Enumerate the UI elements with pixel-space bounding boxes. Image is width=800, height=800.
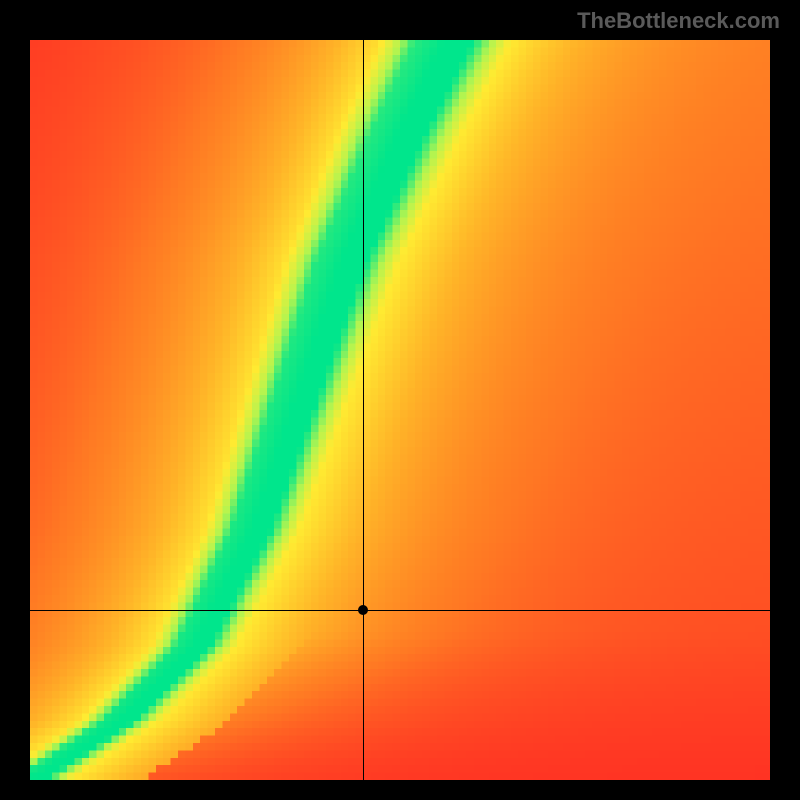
heatmap-plot xyxy=(30,40,770,780)
watermark-text: TheBottleneck.com xyxy=(577,8,780,34)
crosshair-vertical xyxy=(363,40,364,780)
heatmap-canvas xyxy=(30,40,770,780)
marker-point xyxy=(358,605,368,615)
crosshair-horizontal xyxy=(30,610,770,611)
